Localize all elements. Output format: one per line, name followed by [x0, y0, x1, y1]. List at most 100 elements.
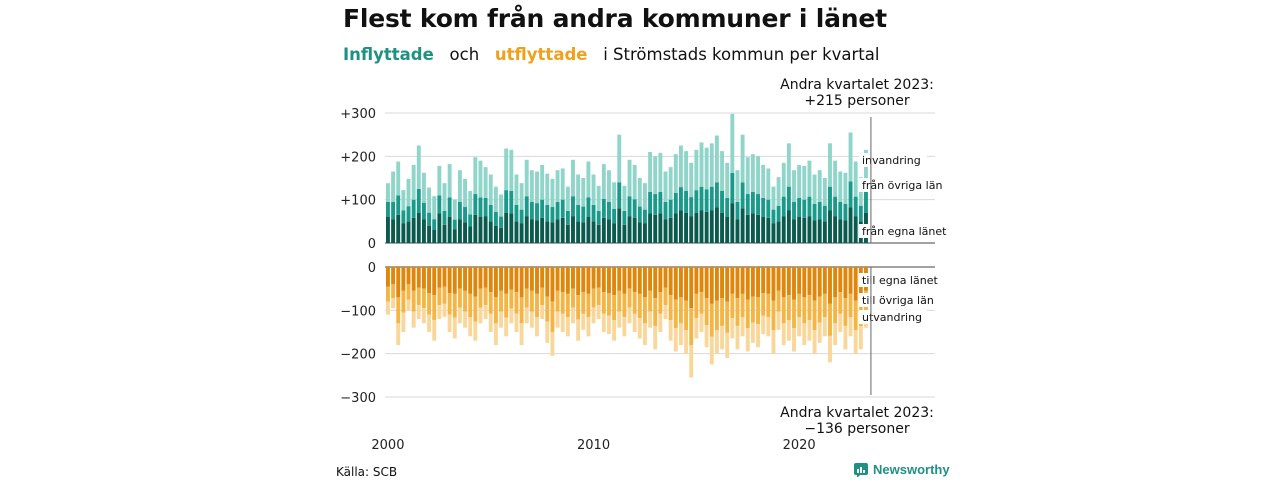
y-tick-label: +300 [340, 107, 376, 122]
bar-in-invandring [714, 135, 719, 183]
bar-in-egna [678, 210, 683, 243]
bar-in-invandring [627, 159, 632, 197]
bar-in-egna [704, 211, 709, 243]
bar-ut-ovriga [750, 296, 755, 323]
bar-ut-ovriga [776, 290, 781, 312]
label-utvandring-bg [859, 310, 927, 324]
bar-ut-egna [499, 267, 503, 291]
bar-ut-utvandring [653, 325, 658, 350]
bar-ut-ovriga [771, 300, 776, 331]
bar-ut-egna [421, 267, 426, 289]
source-note: Källa: SCB [336, 465, 398, 479]
bar-ut-utvandring [684, 330, 689, 354]
bar-in-invandring [478, 160, 483, 198]
bar-ut-utvandring [545, 321, 550, 343]
bar-ut-egna [797, 267, 802, 294]
bar-ut-utvandring [720, 325, 724, 350]
bar-ut-egna [607, 267, 611, 293]
bar-ut-utvandring [678, 323, 683, 345]
bar-in-ovriga [478, 197, 483, 217]
bar-ut-ovriga [581, 292, 586, 314]
bar-ut-utvandring [596, 305, 601, 319]
bar-in-ovriga [560, 199, 565, 218]
bar-in-ovriga [411, 199, 416, 218]
bar-ut-egna [457, 267, 462, 289]
bar-in-invandring [411, 165, 416, 200]
bar-ut-egna [612, 267, 617, 296]
bar-in-invandring [586, 161, 591, 198]
bar-ut-ovriga [432, 295, 437, 321]
bar-in-egna [684, 212, 689, 243]
bar-ut-ovriga [828, 303, 832, 336]
bar-ut-ovriga [848, 293, 853, 318]
bar-ut-egna [653, 267, 658, 299]
bar-in-ovriga [689, 197, 694, 217]
bar-in-ovriga [817, 201, 822, 220]
bar-ut-ovriga [720, 298, 724, 326]
bar-ut-ovriga [714, 300, 719, 331]
bar-in-invandring [452, 199, 457, 220]
bar-ut-egna [709, 267, 714, 304]
bar-in-ovriga [720, 191, 724, 213]
bar-ut-ovriga [730, 293, 735, 319]
bar-in-ovriga [792, 201, 796, 220]
bar-in-egna [612, 223, 617, 243]
bar-ut-ovriga [550, 301, 555, 332]
bar-ut-egna [550, 267, 555, 302]
brand-logo[interactable]: Newsworthy [854, 462, 950, 477]
bar-ut-utvandring [807, 320, 812, 341]
bar-ut-ovriga [499, 290, 503, 312]
bar-in-ovriga [802, 199, 807, 218]
bar-ut-utvandring [637, 318, 642, 339]
bar-ut-ovriga [416, 287, 421, 306]
bar-ut-egna [586, 267, 591, 294]
bar-ut-ovriga [493, 297, 498, 324]
bar-in-ovriga [514, 204, 519, 222]
subtitle-utflyttade: utflyttade [494, 45, 588, 64]
bar-in-invandring [807, 160, 812, 197]
bar-in-ovriga [848, 181, 853, 208]
bar-ut-utvandring [673, 328, 678, 352]
bar-ut-ovriga [483, 287, 488, 306]
bar-in-ovriga [499, 216, 503, 228]
y-axis: +300 +200 +100 0 0 −100 −200 −300 [340, 107, 376, 406]
bar-ut-utvandring [478, 307, 483, 324]
bar-ut-ovriga [601, 292, 606, 314]
bar-in-invandring [853, 161, 858, 197]
bar-ut-ovriga [571, 288, 575, 308]
bar-in-ovriga [750, 191, 755, 214]
bar-ut-utvandring [571, 307, 575, 324]
bar-in-egna [843, 220, 848, 243]
bar-in-ovriga [740, 182, 745, 209]
bar-in-egna [396, 214, 401, 243]
bar-ut-ovriga [792, 299, 796, 329]
bar-in-ovriga [766, 199, 771, 218]
brand-name: Newsworthy [873, 462, 950, 477]
annotation-bottom: Andra kvartalet 2023: −136 personer [780, 405, 934, 437]
bar-in-egna [550, 222, 555, 243]
bar-in-egna [478, 217, 483, 243]
bar-ut-egna [766, 267, 771, 294]
bar-ut-egna [673, 267, 678, 300]
bar-in-invandring [617, 134, 622, 183]
bar-ut-egna [555, 267, 560, 291]
bar-ut-ovriga [663, 287, 668, 306]
label-fran-egna-lanet: från egna länet [862, 225, 947, 238]
bar-in-invandring [442, 183, 447, 211]
bar-in-egna [771, 223, 776, 243]
bar-ut-egna [401, 267, 406, 291]
bar-in-egna [607, 219, 611, 243]
bar-in-invandring [632, 165, 637, 200]
bar-ut-egna [745, 267, 750, 300]
bar-ut-ovriga [678, 297, 683, 324]
bar-ut-utvandring [601, 313, 606, 332]
bar-in-invandring [483, 167, 488, 198]
bar-in-invandring [750, 154, 755, 192]
bar-ut-utvandring [771, 330, 776, 354]
bar-in-ovriga [468, 214, 473, 227]
bar-ut-egna [786, 267, 791, 296]
bar-ut-ovriga [529, 290, 534, 312]
label-invandring: invandring [862, 154, 921, 167]
bar-ut-ovriga [524, 288, 529, 308]
bar-ut-utvandring [504, 317, 509, 337]
